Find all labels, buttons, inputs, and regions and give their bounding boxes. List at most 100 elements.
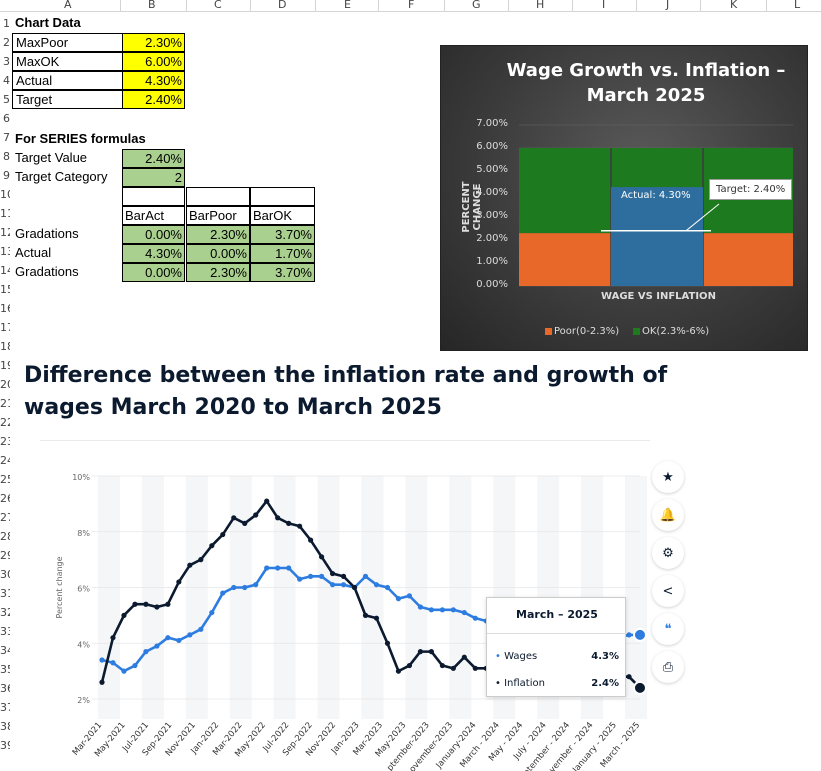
- bar-table-blank-cell[interactable]: [186, 187, 250, 206]
- data-point-wages[interactable]: [99, 657, 105, 663]
- data-point-inflation[interactable]: [99, 679, 105, 685]
- data-point-wages[interactable]: [209, 609, 215, 616]
- row-number[interactable]: 27: [0, 511, 10, 524]
- data-point-inflation[interactable]: [154, 604, 160, 610]
- share-icon[interactable]: <: [652, 575, 684, 607]
- row-number[interactable]: 37: [0, 701, 10, 714]
- actual-bar[interactable]: [611, 187, 703, 286]
- bar-table-value-cell[interactable]: 0.00%: [122, 263, 185, 282]
- column-header-f[interactable]: F: [408, 0, 415, 11]
- data-point-wages[interactable]: [187, 632, 193, 638]
- data-point-inflation[interactable]: [362, 612, 369, 618]
- row-number[interactable]: 15: [0, 283, 10, 296]
- data-point-inflation[interactable]: [121, 612, 127, 618]
- data-point-wages[interactable]: [253, 582, 259, 588]
- row-number[interactable]: 12: [0, 226, 10, 239]
- series-label-cell[interactable]: Target Value: [15, 150, 88, 165]
- data-point-inflation[interactable]: [297, 523, 303, 529]
- data-point-inflation[interactable]: [417, 649, 424, 655]
- row-number[interactable]: 29: [0, 549, 10, 562]
- row-number[interactable]: 6: [3, 112, 10, 125]
- data-point-wages[interactable]: [633, 627, 647, 642]
- bar-table-value-cell[interactable]: 3.70%: [250, 263, 315, 282]
- data-point-inflation[interactable]: [329, 570, 336, 577]
- column-header-a[interactable]: A: [64, 0, 72, 11]
- data-point-wages[interactable]: [472, 615, 478, 621]
- column-header-j[interactable]: J: [666, 0, 670, 11]
- data-point-inflation[interactable]: [209, 543, 215, 549]
- row-number[interactable]: 21: [0, 397, 10, 410]
- series-value-cell[interactable]: 2.40%: [122, 149, 185, 168]
- data-point-wages[interactable]: [242, 584, 248, 591]
- data-point-inflation[interactable]: [351, 584, 358, 591]
- bar-table-blank-cell[interactable]: [250, 187, 315, 206]
- data-point-wages[interactable]: [286, 565, 292, 571]
- data-point-wages[interactable]: [308, 573, 314, 579]
- column-header-g[interactable]: G: [472, 0, 481, 11]
- data-point-wages[interactable]: [406, 593, 413, 599]
- column-header-e[interactable]: E: [344, 0, 351, 11]
- row-number[interactable]: 38: [0, 720, 10, 733]
- row-number[interactable]: 3: [3, 55, 10, 68]
- data-point-inflation[interactable]: [275, 515, 281, 521]
- data-point-inflation[interactable]: [253, 512, 259, 518]
- row-number[interactable]: 18: [0, 340, 10, 353]
- chart-data-value-cell[interactable]: 2.30%: [122, 33, 185, 52]
- data-point-wages[interactable]: [461, 609, 467, 616]
- data-point-inflation[interactable]: [340, 573, 347, 579]
- data-point-inflation[interactable]: [472, 665, 478, 671]
- data-point-wages[interactable]: [297, 576, 303, 582]
- row-number[interactable]: 30: [0, 568, 10, 581]
- row-number[interactable]: 19: [0, 359, 10, 372]
- row-number[interactable]: 22: [0, 416, 10, 429]
- bar-table-blank-cell[interactable]: [122, 187, 185, 206]
- row-number[interactable]: 26: [0, 492, 10, 505]
- data-point-inflation[interactable]: [633, 680, 647, 695]
- data-point-inflation[interactable]: [439, 662, 445, 669]
- data-point-wages[interactable]: [318, 573, 325, 579]
- series-formulas-header[interactable]: For SERIES formulas: [15, 131, 146, 146]
- chart-data-label-cell[interactable]: MaxPoor: [12, 33, 122, 52]
- data-point-wages[interactable]: [626, 632, 632, 638]
- data-point-wages[interactable]: [395, 596, 402, 602]
- data-point-wages[interactable]: [154, 643, 160, 649]
- row-number[interactable]: 5: [3, 93, 10, 106]
- series-label-cell[interactable]: Target Category: [15, 169, 108, 184]
- data-point-inflation[interactable]: [132, 601, 138, 607]
- row-number[interactable]: 33: [0, 625, 10, 638]
- data-point-inflation[interactable]: [242, 520, 248, 526]
- data-point-wages[interactable]: [121, 668, 127, 674]
- chart-data-value-cell[interactable]: 6.00%: [122, 52, 185, 71]
- row-number[interactable]: 9: [3, 169, 10, 182]
- chart-data-header[interactable]: Chart Data: [15, 15, 81, 30]
- data-point-wages[interactable]: [176, 637, 182, 644]
- row-number[interactable]: 11: [0, 207, 10, 220]
- data-point-inflation[interactable]: [165, 601, 171, 607]
- row-number[interactable]: 8: [3, 150, 10, 163]
- bell-icon[interactable]: 🔔: [652, 499, 684, 531]
- data-point-wages[interactable]: [428, 607, 434, 613]
- data-point-inflation[interactable]: [198, 557, 204, 563]
- column-header-h[interactable]: H: [536, 0, 545, 11]
- column-header-c[interactable]: C: [214, 0, 222, 11]
- gear-icon[interactable]: ⚙: [652, 537, 684, 569]
- data-point-wages[interactable]: [373, 582, 380, 588]
- row-number[interactable]: 2: [3, 36, 10, 49]
- row-number[interactable]: 13: [0, 245, 10, 258]
- bar-table-value-cell[interactable]: 3.70%: [250, 225, 315, 244]
- column-header-i[interactable]: I: [602, 0, 606, 11]
- quote-icon[interactable]: ❝: [652, 613, 684, 645]
- print-icon[interactable]: ⎙: [652, 651, 684, 683]
- row-number[interactable]: 10: [0, 188, 10, 201]
- bar-table-value-cell[interactable]: 2.30%: [186, 225, 250, 244]
- data-point-wages[interactable]: [275, 565, 281, 571]
- data-point-inflation[interactable]: [187, 562, 193, 568]
- data-point-wages[interactable]: [384, 584, 391, 591]
- bar-table-row-label[interactable]: Gradations: [15, 264, 79, 279]
- data-point-wages[interactable]: [198, 626, 204, 632]
- data-point-inflation[interactable]: [264, 498, 270, 504]
- row-number[interactable]: 14: [0, 264, 10, 277]
- chart-data-value-cell[interactable]: 2.40%: [122, 90, 185, 109]
- data-point-wages[interactable]: [329, 582, 336, 588]
- row-number[interactable]: 24: [0, 454, 10, 467]
